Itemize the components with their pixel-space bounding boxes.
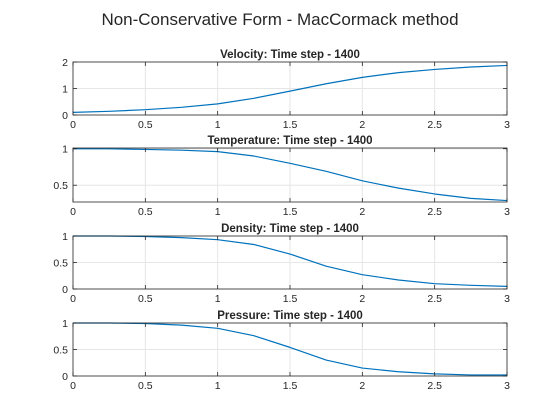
pressure-x-tick-label: 3 bbox=[504, 380, 510, 392]
velocity-y-tick-label: 1 bbox=[62, 84, 68, 96]
pressure-y-tick-label: 0.5 bbox=[53, 345, 68, 357]
figure-title: Non-Conservative Form - MacCormack metho… bbox=[101, 10, 458, 29]
velocity-x-tick-label: 1 bbox=[215, 119, 221, 131]
density-x-tick-label: 0 bbox=[70, 293, 76, 305]
temperature-x-tick-label: 2.5 bbox=[427, 206, 442, 218]
density-y-tick-label: 0 bbox=[62, 284, 68, 296]
temperature-x-tick-label: 0.5 bbox=[138, 206, 153, 218]
pressure-title: Pressure: Time step - 1400 bbox=[217, 310, 363, 322]
velocity-x-tick-label: 2 bbox=[359, 119, 365, 131]
temperature-x-tick-label: 1.5 bbox=[283, 206, 298, 218]
velocity-y-tick-label: 0 bbox=[62, 110, 68, 122]
temperature-x-tick-label: 3 bbox=[504, 206, 510, 218]
pressure-x-tick-label: 2 bbox=[359, 380, 365, 392]
density-x-tick-label: 1.5 bbox=[283, 293, 298, 305]
pressure-y-tick-label: 0 bbox=[62, 371, 68, 383]
velocity-series-line bbox=[72, 64, 508, 113]
density-y-tick-label: 0.5 bbox=[53, 258, 68, 270]
velocity-subplot: 0 0.5 1 1.5 2 2.5 3 0 1 2 Velocity: Time step - 14… bbox=[62, 49, 510, 131]
pressure-subplot: 0 0.5 1 1.5 2 2.5 3 0 0.5 1 Pressure: Time step - … bbox=[53, 310, 510, 392]
temperature-y-tick-label: 0.5 bbox=[53, 180, 68, 192]
pressure-x-tick-label: 1.5 bbox=[283, 380, 298, 392]
velocity-x-tick-label: 3 bbox=[504, 119, 510, 131]
density-title: Density: Time step - 1400 bbox=[221, 223, 359, 235]
density-x-tick-label: 2.5 bbox=[427, 293, 442, 305]
pressure-x-tick-label: 0 bbox=[70, 380, 76, 392]
temperature-x-tick-label: 2 bbox=[359, 206, 365, 218]
temperature-subplot: 0 0.5 1 1.5 2 2.5 3 0.5 1 Temperature: Time step … bbox=[53, 135, 510, 218]
pressure-y-tick-label: 1 bbox=[62, 318, 68, 330]
pressure-x-tick-label: 1 bbox=[215, 380, 221, 392]
temperature-x-tick-label: 0 bbox=[70, 206, 76, 218]
density-x-tick-label: 3 bbox=[504, 293, 510, 305]
pressure-x-tick-label: 0.5 bbox=[138, 380, 153, 392]
velocity-x-tick-label: 1.5 bbox=[283, 119, 298, 131]
temperature-title: Temperature: Time step - 1400 bbox=[207, 135, 372, 147]
density-subplot: 0 0.5 1 1.5 2 2.5 3 0 0.5 1 Density: Time step - 1… bbox=[53, 223, 510, 305]
temperature-x-tick-label: 1 bbox=[215, 206, 221, 218]
velocity-x-tick-label: 2.5 bbox=[427, 119, 442, 131]
velocity-y-tick-label: 2 bbox=[62, 57, 68, 69]
density-y-tick-label: 1 bbox=[62, 231, 68, 243]
pressure-x-tick-label: 2.5 bbox=[427, 380, 442, 392]
subplots: 0 0.5 1 1.5 2 2.5 3 0 1 2 Velocity: Time step - 14… bbox=[53, 49, 510, 392]
density-x-tick-label: 2 bbox=[359, 293, 365, 305]
temperature-y-tick-label: 1 bbox=[62, 144, 68, 156]
velocity-x-tick-label: 0.5 bbox=[138, 119, 153, 131]
density-x-tick-label: 1 bbox=[215, 293, 221, 305]
velocity-x-tick-label: 0 bbox=[70, 119, 76, 131]
velocity-title: Velocity: Time step - 1400 bbox=[220, 49, 360, 61]
density-x-tick-label: 0.5 bbox=[138, 293, 153, 305]
